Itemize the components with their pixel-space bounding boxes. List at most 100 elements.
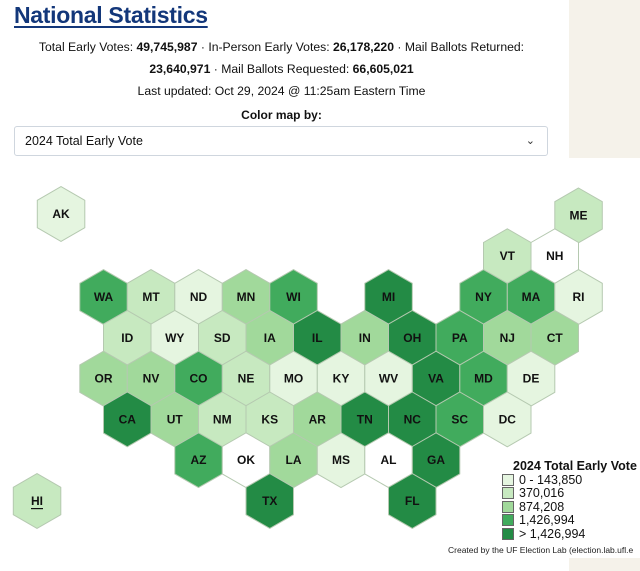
state-label: IL — [312, 331, 323, 345]
state-hex-hi[interactable]: HI — [12, 473, 62, 529]
state-label: UT — [167, 412, 184, 426]
hex-shape[interactable] — [36, 186, 86, 242]
state-label: HI — [31, 494, 43, 508]
state-label: WI — [286, 290, 301, 304]
color-map-select[interactable]: 2024 Total Early Vote ⌄ — [14, 126, 548, 156]
state-hex-ok[interactable]: OK — [221, 432, 271, 489]
chevron-down-icon: ⌄ — [525, 135, 535, 147]
state-label: CO — [190, 372, 208, 386]
state-label: CA — [119, 412, 137, 426]
state-label: WV — [379, 372, 398, 386]
state-label: PA — [452, 331, 468, 345]
state-label: MI — [382, 290, 395, 304]
legend-swatch — [502, 487, 514, 500]
mail-returned-value: 23,640,971 — [149, 62, 211, 76]
state-label: LA — [286, 453, 302, 467]
legend-item: > 1,426,994 — [502, 527, 637, 541]
state-label: CT — [547, 331, 564, 345]
state-hex-mi[interactable]: MI — [364, 269, 413, 325]
state-hex-wa[interactable]: WA — [79, 269, 128, 325]
state-hex-in[interactable]: IN — [340, 309, 389, 366]
state-hex-de[interactable]: DE — [506, 350, 556, 407]
state-label: GA — [427, 453, 445, 467]
state-hex-ma[interactable]: MA — [506, 269, 556, 325]
sidebar-background — [569, 558, 640, 571]
legend-label: 370,016 — [519, 486, 565, 501]
state-label: NH — [546, 249, 563, 263]
state-label: ND — [190, 290, 208, 304]
state-hex-tx[interactable]: TX — [245, 473, 294, 529]
state-hex-me[interactable]: ME — [554, 187, 603, 244]
state-label: NV — [143, 372, 160, 386]
state-label: SD — [214, 331, 231, 345]
state-label: DE — [523, 372, 540, 386]
state-hex-nv[interactable]: NV — [126, 350, 176, 407]
legend-label: > 1,426,994 — [519, 526, 586, 541]
state-hex-wy[interactable]: WY — [150, 309, 199, 366]
state-label: MO — [284, 372, 303, 386]
in-person-value: 26,178,220 — [332, 40, 394, 54]
state-hex-ga[interactable]: GA — [411, 432, 461, 489]
state-label: ID — [121, 331, 133, 345]
mail-requested-value: 66,605,021 — [352, 62, 414, 76]
state-label: NJ — [500, 331, 515, 345]
state-label: OK — [237, 453, 255, 467]
state-label: MT — [142, 290, 160, 304]
last-updated: Last updated: Oct 29, 2024 @ 11:25am Eas… — [137, 84, 426, 98]
total-early-value: 49,745,987 — [136, 40, 198, 54]
national-stats: Total Early Votes: 49,745,987 · In-Perso… — [14, 36, 549, 102]
page-title[interactable]: National Statistics — [14, 2, 208, 28]
state-hex-mt[interactable]: MT — [126, 269, 176, 325]
state-label: FL — [405, 494, 420, 508]
state-label: AL — [381, 453, 397, 467]
legend-swatch — [502, 514, 514, 527]
state-hex-wi[interactable]: WI — [269, 269, 318, 325]
state-hex-ct[interactable]: CT — [530, 309, 579, 366]
credit-text: Created by the UF Election Lab (election… — [448, 545, 634, 555]
state-hex-ks[interactable]: KS — [245, 391, 294, 448]
state-label: OH — [403, 331, 421, 345]
legend-swatch — [502, 527, 514, 540]
mail-requested-label: Mail Ballots Requested: — [221, 62, 350, 76]
total-early-label: Total Early Votes: — [38, 40, 134, 54]
state-label: NY — [475, 290, 492, 304]
state-hex-ak[interactable]: AK — [36, 186, 86, 242]
state-label: MA — [522, 290, 541, 304]
state-hex-md[interactable]: MD — [459, 350, 508, 407]
state-label: TN — [357, 412, 373, 426]
in-person-label: In-Person Early Votes: — [208, 40, 330, 54]
state-label: AZ — [191, 453, 207, 467]
state-label: KY — [333, 372, 350, 386]
state-hex-dc[interactable]: DC — [483, 391, 532, 448]
state-label: VT — [500, 249, 516, 263]
mail-returned-label: Mail Ballots Returned: — [404, 40, 525, 54]
state-hex-or[interactable]: OR — [79, 350, 128, 407]
state-label: AR — [309, 412, 327, 426]
hex-shape[interactable] — [388, 473, 437, 529]
state-label: MN — [237, 290, 256, 304]
state-label: NE — [238, 372, 255, 386]
legend-item: 0 - 143,850 — [502, 473, 637, 487]
state-label: SC — [451, 412, 468, 426]
legend-label: 1,426,994 — [519, 513, 575, 528]
legend-swatch — [502, 473, 514, 486]
state-label: TX — [262, 494, 277, 508]
legend-title: 2024 Total Early Vote — [513, 459, 637, 473]
state-label: WA — [94, 290, 114, 304]
hex-shape[interactable] — [245, 473, 294, 529]
hex-shape[interactable] — [483, 391, 532, 448]
state-label: KS — [261, 412, 278, 426]
state-label: MD — [474, 372, 493, 386]
color-map-label: Color map by: — [241, 108, 322, 122]
state-hex-fl[interactable]: FL — [388, 473, 437, 529]
state-label: ME — [570, 208, 588, 222]
state-label: NC — [404, 412, 422, 426]
state-label: VA — [428, 372, 444, 386]
legend-swatch — [502, 500, 514, 513]
hex-shape[interactable] — [12, 473, 62, 529]
state-label: IN — [359, 331, 371, 345]
sidebar-background — [569, 0, 640, 158]
state-label: NM — [213, 412, 232, 426]
state-hex-ca[interactable]: CA — [103, 391, 152, 448]
